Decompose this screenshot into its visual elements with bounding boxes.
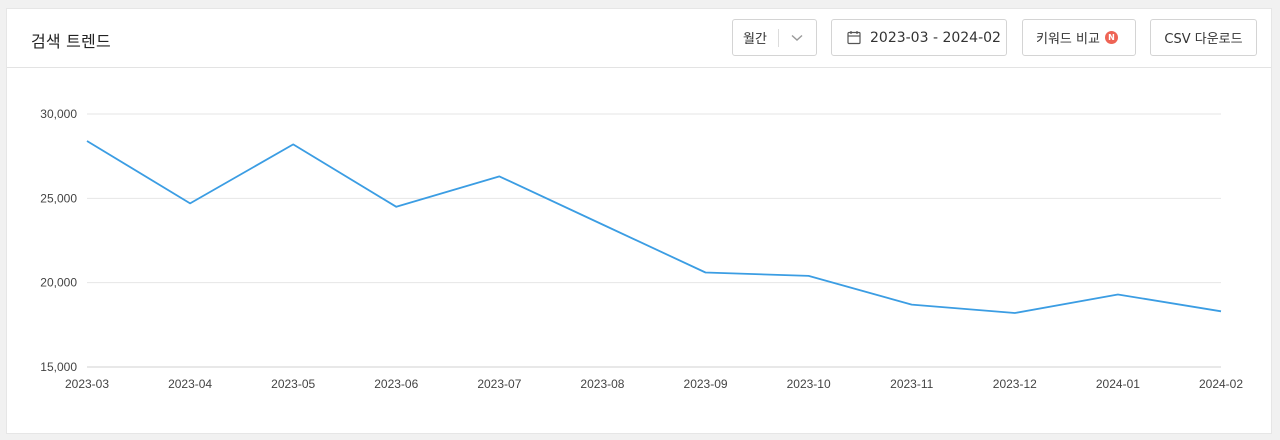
y-tick-label: 15,000	[40, 360, 77, 374]
keyword-compare-label: 키워드 비교	[1036, 32, 1100, 47]
x-tick-label: 2023-04	[168, 377, 212, 391]
x-tick-label: 2023-08	[580, 377, 624, 391]
x-tick-label: 2023-05	[271, 377, 315, 391]
x-tick-label: 2023-11	[890, 377, 933, 391]
x-tick-label: 2023-12	[993, 377, 1037, 391]
x-tick-label: 2024-02	[1199, 377, 1243, 391]
x-tick-label: 2023-06	[374, 377, 418, 391]
calendar-icon	[847, 30, 861, 45]
search-trend-panel: 검색 트렌드 월간 2023-03 - 2024-02 키워드 비교 N	[6, 8, 1272, 434]
y-tick-label: 30,000	[40, 107, 77, 121]
date-range-value: 2023-03 - 2024-02	[870, 29, 1001, 46]
select-divider	[777, 28, 779, 47]
date-range-button[interactable]: 2023-03 - 2024-02	[831, 19, 1007, 56]
csv-download-button[interactable]: CSV 다운로드	[1150, 19, 1257, 56]
panel-title: 검색 트렌드	[31, 32, 111, 51]
period-select[interactable]: 월간	[732, 19, 817, 56]
x-tick-label: 2024-01	[1096, 377, 1140, 391]
new-badge: N	[1104, 31, 1118, 44]
series-line	[86, 140, 1222, 314]
panel-header: 검색 트렌드 월간 2023-03 - 2024-02 키워드 비교 N	[7, 9, 1271, 68]
keyword-compare-button[interactable]: 키워드 비교 N	[1022, 19, 1136, 56]
x-tick-label: 2023-09	[684, 377, 728, 391]
trend-line-chart: 15,000 20,000 25,000 30,000 2023-03 2023-04 2…	[40, 107, 1243, 391]
period-select-value: 월간	[743, 32, 767, 47]
y-tick-label: 25,000	[40, 191, 77, 205]
chevron-down-icon	[791, 34, 803, 42]
x-tick-label: 2023-03	[65, 377, 109, 391]
csv-download-label: CSV 다운로드	[1164, 32, 1243, 47]
y-tick-label: 20,000	[40, 276, 77, 290]
x-tick-label: 2023-10	[787, 377, 831, 391]
x-tick-label: 2023-07	[477, 377, 521, 391]
